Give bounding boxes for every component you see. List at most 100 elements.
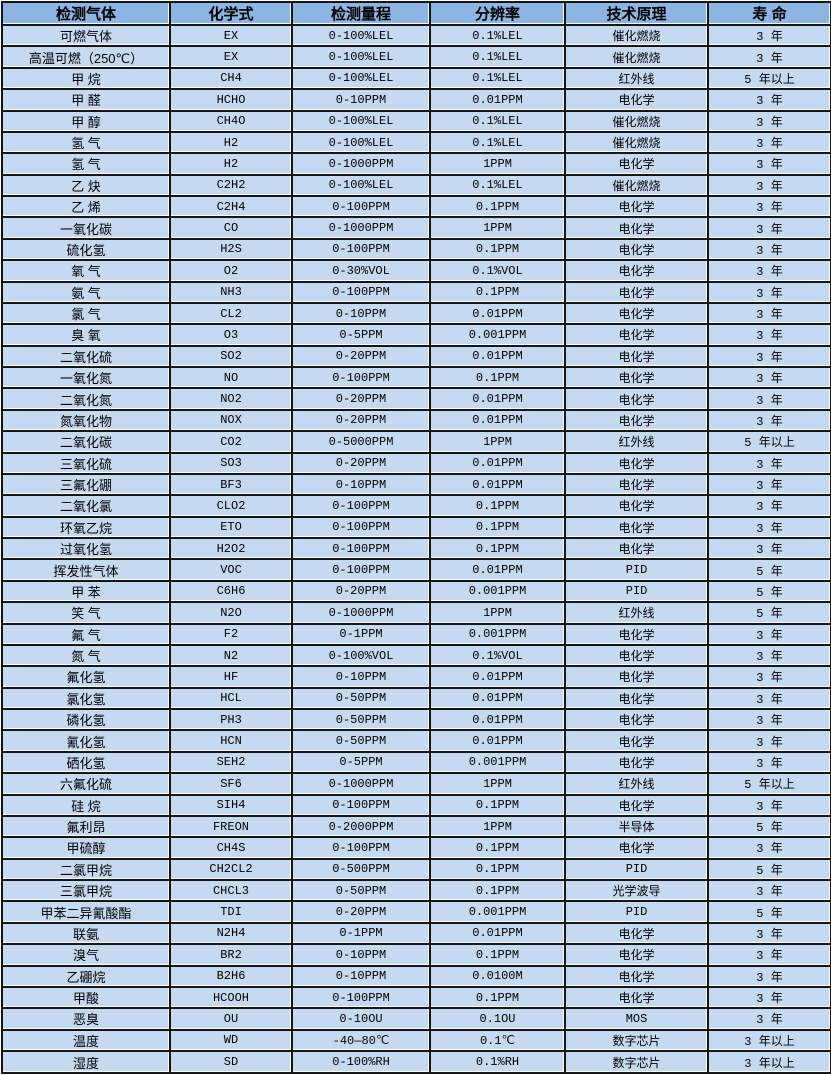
table-row: 氟化氢 HF 0-10PPM 0.01PPM 电化学 3 年	[1, 665, 831, 689]
cell-range: 0-1PPM	[291, 622, 431, 646]
cell-principle: 催化燃烧	[564, 45, 709, 69]
cell-gas: 二氯甲烷	[1, 857, 171, 882]
table-row: 硫化氢 H2S 0-100PPM 0.1PPM 电化学 3 年	[1, 237, 831, 262]
cell-range: 0-20PPM	[291, 344, 431, 369]
cell-lifespan: 3 年以上	[707, 1028, 831, 1053]
cell-formula: N2H4	[169, 921, 293, 946]
cell-gas: 氧 气	[1, 259, 171, 283]
table-row: 三氧化硫 SO3 0-20PPM 0.01PPM 电化学 3 年	[1, 451, 831, 475]
cell-principle: 电化学	[564, 280, 709, 304]
cell-formula: HCOOH	[169, 985, 293, 1010]
cell-gas: 氮 气	[1, 643, 171, 668]
table-row: 甲硫醇 CH4S 0-100PPM 0.1PPM 电化学 3 年	[1, 836, 831, 860]
cell-formula: BF3	[169, 472, 293, 497]
cell-gas: 一氧化氮	[1, 365, 171, 390]
cell-lifespan: 3 年	[707, 793, 831, 817]
cell-principle: 电化学	[564, 665, 709, 689]
cell-principle: 红外线	[564, 601, 709, 625]
cell-principle: 电化学	[564, 622, 709, 646]
table-row: 三氯甲烷 CHCL3 0-50PPM 0.1PPM 光学波导 3 年	[1, 878, 831, 903]
cell-gas: 乙 烯	[1, 194, 171, 219]
header-row: 检测气体 化学式 检测量程 分辨率 技术原理寿 命	[1, 1, 831, 26]
cell-gas: 氯 气	[1, 301, 171, 326]
cell-range: 0-100PPM	[291, 515, 431, 540]
cell-formula: N2	[169, 643, 293, 668]
cell-range: 0-50PPM	[291, 729, 431, 753]
cell-gas: 氟化氢	[1, 665, 171, 689]
cell-formula: NO2	[169, 387, 293, 411]
cell-principle: 红外线	[564, 430, 709, 454]
table-row: 三氟化硼 BF3 0-10PPM 0.01PPM 电化学 3 年	[1, 472, 831, 497]
table-row: 过氧化氢 H2O2 0-100PPM 0.1PPM 电化学 3 年	[1, 536, 831, 561]
cell-resolution: 0.001PPM	[429, 750, 566, 775]
cell-range: 0-10PPM	[291, 943, 431, 967]
table-row: 溴气 BR2 0-10PPM 0.1PPM 电化学 3 年	[1, 943, 831, 967]
cell-resolution: 0.01PPM	[429, 686, 566, 711]
cell-resolution: 0.01PPM	[429, 387, 566, 411]
cell-lifespan: 3 年	[707, 985, 831, 1010]
cell-formula: C2H2	[169, 173, 293, 198]
table-row: 甲酸 HCOOH 0-100PPM 0.1PPM 电化学 3 年	[1, 985, 831, 1010]
cell-range: 0-20PPM	[291, 408, 431, 433]
cell-range: 0-1000PPM	[291, 152, 431, 176]
table-row: 乙 烯 C2H4 0-100PPM 0.1PPM 电化学 3 年	[1, 194, 831, 219]
cell-formula: F2	[169, 622, 293, 646]
cell-principle: 电化学	[564, 921, 709, 946]
cell-resolution: 0.1PPM	[429, 365, 566, 390]
cell-lifespan: 3 年	[707, 387, 831, 411]
cell-lifespan: 3 年	[707, 280, 831, 304]
table-row: 恶臭 OU 0-10OU 0.1OU MOS 3 年	[1, 1007, 831, 1031]
cell-principle: 电化学	[564, 301, 709, 326]
cell-principle: 电化学	[564, 943, 709, 967]
cell-gas: 氢 气	[1, 130, 171, 155]
column-header-principle: 技术原理	[564, 1, 709, 26]
cell-principle: 电化学	[564, 152, 709, 176]
cell-gas: 硫化氢	[1, 237, 171, 262]
cell-lifespan: 5 年以上	[707, 66, 831, 91]
cell-range: 0-100PPM	[291, 494, 431, 518]
cell-principle: 催化燃烧	[564, 130, 709, 155]
cell-range: 0-100PPM	[291, 280, 431, 304]
cell-principle: 电化学	[564, 88, 709, 112]
cell-gas: 氟 气	[1, 622, 171, 646]
cell-lifespan: 3 年	[707, 173, 831, 198]
cell-range: 0-100%LEL	[291, 66, 431, 91]
cell-principle: 电化学	[564, 750, 709, 775]
cell-principle: 电化学	[564, 387, 709, 411]
cell-resolution: 0.01PPM	[429, 558, 566, 582]
cell-principle: PID	[564, 558, 709, 582]
cell-lifespan: 3 年	[707, 643, 831, 668]
cell-resolution: 0.1%VOL	[429, 259, 566, 283]
cell-resolution: 0.1PPM	[429, 237, 566, 262]
cell-resolution: 0.01PPM	[429, 472, 566, 497]
cell-principle: 电化学	[564, 237, 709, 262]
cell-resolution: 0.01PPM	[429, 451, 566, 475]
cell-formula: CLO2	[169, 494, 293, 518]
cell-resolution: 1PPM	[429, 430, 566, 454]
cell-gas: 硅 烷	[1, 793, 171, 817]
table-row: 二氧化硫 SO2 0-20PPM 0.01PPM 电化学 3 年	[1, 344, 831, 369]
table-row: 六氟化硫 SF6 0-1000PPM 1PPM 红外线 5 年以上	[1, 772, 831, 796]
cell-principle: 电化学	[564, 472, 709, 497]
cell-resolution: 0.001PPM	[429, 900, 566, 924]
cell-gas: 甲 苯	[1, 579, 171, 604]
cell-resolution: 0.1PPM	[429, 494, 566, 518]
cell-lifespan: 3 年	[707, 665, 831, 689]
cell-resolution: 1PPM	[429, 772, 566, 796]
cell-gas: 过氧化氢	[1, 536, 171, 561]
cell-formula: B2H6	[169, 964, 293, 988]
cell-principle: 电化学	[564, 985, 709, 1010]
cell-lifespan: 3 年	[707, 472, 831, 497]
cell-resolution: 0.1PPM	[429, 793, 566, 817]
cell-resolution: 0.1%LEL	[429, 173, 566, 198]
cell-range: 0-100%LEL	[291, 109, 431, 133]
cell-principle: 电化学	[564, 344, 709, 369]
cell-range: 0-100%LEL	[291, 173, 431, 198]
cell-lifespan: 3 年	[707, 237, 831, 262]
cell-gas: 臭 氧	[1, 323, 171, 347]
cell-formula: CH4S	[169, 836, 293, 860]
cell-formula: C6H6	[169, 579, 293, 604]
table-row: 氮 气 N2 0-100%VOL 0.1%VOL 电化学 3 年	[1, 643, 831, 668]
cell-principle: 红外线	[564, 772, 709, 796]
column-header-resolution: 分辨率	[429, 1, 566, 26]
